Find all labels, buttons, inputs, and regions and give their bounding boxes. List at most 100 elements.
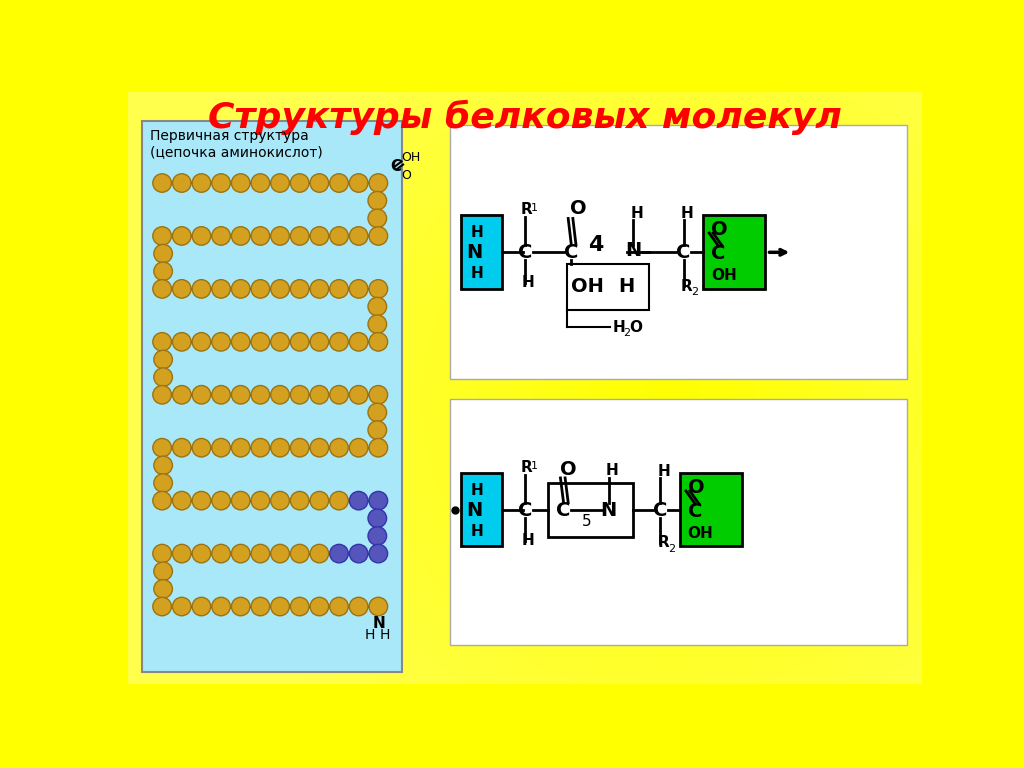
Circle shape bbox=[172, 439, 191, 457]
Text: H: H bbox=[630, 206, 643, 220]
Circle shape bbox=[251, 439, 269, 457]
Circle shape bbox=[291, 492, 309, 510]
Text: R: R bbox=[681, 279, 692, 294]
Circle shape bbox=[330, 227, 348, 245]
Text: H: H bbox=[521, 275, 535, 290]
Text: Структуры белковых молекул: Структуры белковых молекул bbox=[208, 100, 842, 135]
Text: 2: 2 bbox=[691, 287, 698, 297]
Text: H: H bbox=[471, 225, 483, 240]
Circle shape bbox=[212, 492, 230, 510]
Circle shape bbox=[153, 333, 171, 351]
Circle shape bbox=[349, 545, 368, 563]
Circle shape bbox=[330, 492, 348, 510]
Text: H: H bbox=[380, 628, 390, 642]
Text: R: R bbox=[520, 202, 531, 217]
Circle shape bbox=[270, 386, 290, 404]
Circle shape bbox=[369, 492, 388, 510]
Circle shape bbox=[172, 174, 191, 192]
Circle shape bbox=[231, 333, 250, 351]
Circle shape bbox=[251, 333, 269, 351]
Circle shape bbox=[154, 474, 172, 492]
Text: H: H bbox=[605, 463, 618, 478]
Circle shape bbox=[153, 598, 171, 616]
Circle shape bbox=[193, 492, 211, 510]
Circle shape bbox=[369, 545, 388, 563]
Circle shape bbox=[349, 492, 368, 510]
Circle shape bbox=[193, 545, 211, 563]
Circle shape bbox=[368, 509, 387, 528]
Circle shape bbox=[270, 333, 290, 351]
Text: 1: 1 bbox=[531, 203, 538, 213]
Text: O: O bbox=[711, 220, 727, 239]
Circle shape bbox=[231, 439, 250, 457]
Text: Первичная структура
(цепочка аминокислот): Первичная структура (цепочка аминокислот… bbox=[150, 129, 323, 159]
Circle shape bbox=[291, 227, 309, 245]
Circle shape bbox=[310, 333, 329, 351]
Text: 2: 2 bbox=[669, 544, 675, 554]
Circle shape bbox=[270, 174, 290, 192]
Circle shape bbox=[193, 333, 211, 351]
Circle shape bbox=[251, 598, 269, 616]
Circle shape bbox=[251, 545, 269, 563]
Circle shape bbox=[349, 280, 368, 298]
Circle shape bbox=[172, 386, 191, 404]
Text: H: H bbox=[471, 266, 483, 281]
Text: C: C bbox=[556, 501, 570, 520]
Text: 2: 2 bbox=[624, 328, 631, 338]
Circle shape bbox=[368, 421, 387, 439]
Bar bbox=[703, 215, 765, 289]
Circle shape bbox=[270, 598, 290, 616]
Text: OH: OH bbox=[401, 151, 421, 164]
Circle shape bbox=[153, 386, 171, 404]
Circle shape bbox=[154, 368, 172, 386]
Circle shape bbox=[193, 227, 211, 245]
Circle shape bbox=[291, 439, 309, 457]
Circle shape bbox=[310, 598, 329, 616]
Circle shape bbox=[310, 174, 329, 192]
Text: R: R bbox=[657, 535, 669, 550]
Text: N: N bbox=[626, 241, 641, 260]
Circle shape bbox=[153, 492, 171, 510]
Bar bbox=[450, 399, 907, 645]
Circle shape bbox=[291, 598, 309, 616]
Text: N: N bbox=[466, 243, 482, 262]
Circle shape bbox=[251, 227, 269, 245]
Circle shape bbox=[154, 456, 172, 475]
Text: C: C bbox=[517, 243, 532, 262]
Circle shape bbox=[368, 527, 387, 545]
Circle shape bbox=[310, 280, 329, 298]
Text: 1: 1 bbox=[531, 461, 538, 471]
Text: C: C bbox=[390, 160, 401, 174]
Text: O: O bbox=[630, 319, 642, 335]
Circle shape bbox=[330, 386, 348, 404]
Text: C: C bbox=[564, 243, 579, 262]
Text: C: C bbox=[687, 502, 701, 521]
Circle shape bbox=[231, 174, 250, 192]
Circle shape bbox=[153, 439, 171, 457]
Text: H: H bbox=[365, 628, 375, 642]
Circle shape bbox=[368, 297, 387, 316]
Circle shape bbox=[172, 545, 191, 563]
Circle shape bbox=[231, 492, 250, 510]
Circle shape bbox=[310, 386, 329, 404]
Circle shape bbox=[349, 598, 368, 616]
Circle shape bbox=[212, 598, 230, 616]
Text: O: O bbox=[401, 169, 412, 182]
Circle shape bbox=[310, 439, 329, 457]
Circle shape bbox=[212, 333, 230, 351]
Bar bbox=[450, 125, 907, 379]
Circle shape bbox=[231, 280, 250, 298]
Text: O: O bbox=[569, 199, 587, 218]
Circle shape bbox=[291, 280, 309, 298]
Circle shape bbox=[291, 333, 309, 351]
Circle shape bbox=[291, 545, 309, 563]
Circle shape bbox=[251, 386, 269, 404]
Circle shape bbox=[154, 262, 172, 280]
Circle shape bbox=[349, 439, 368, 457]
Circle shape bbox=[193, 439, 211, 457]
Circle shape bbox=[172, 280, 191, 298]
Text: 4: 4 bbox=[589, 235, 604, 255]
Text: H: H bbox=[617, 277, 634, 296]
Circle shape bbox=[172, 598, 191, 616]
Bar bbox=[142, 121, 401, 672]
